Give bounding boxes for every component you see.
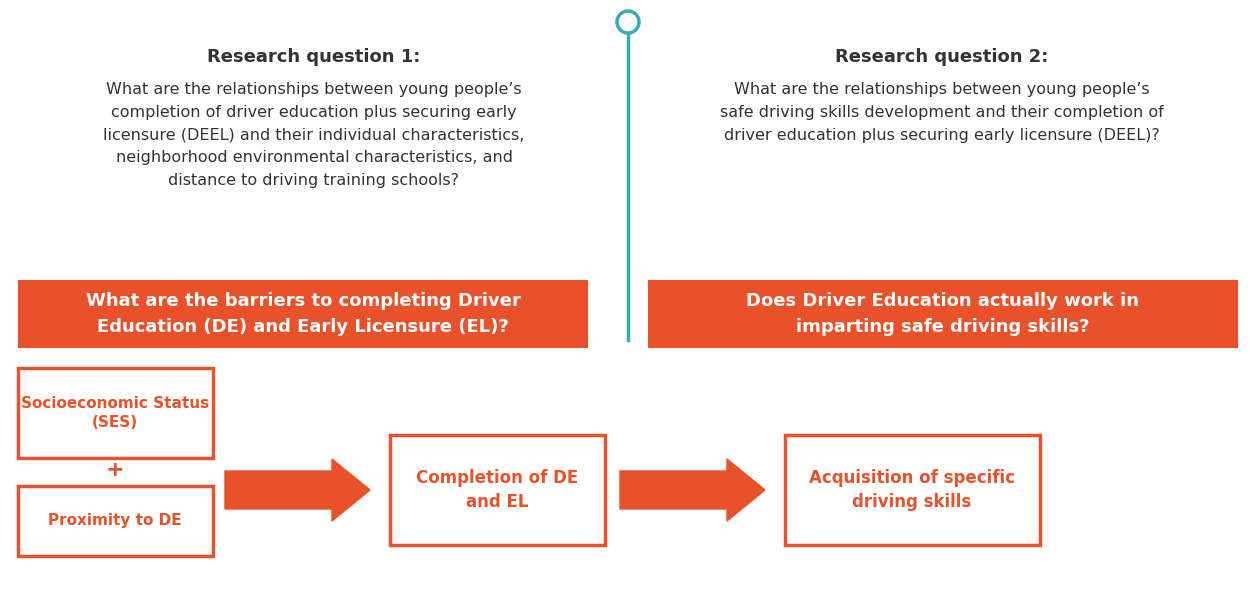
FancyBboxPatch shape — [648, 280, 1238, 348]
Text: Proximity to DE: Proximity to DE — [48, 514, 182, 529]
Text: Research question 2:: Research question 2: — [835, 48, 1049, 66]
FancyArrow shape — [225, 459, 371, 521]
Text: Completion of DE
and EL: Completion of DE and EL — [416, 469, 578, 511]
FancyBboxPatch shape — [18, 280, 588, 348]
FancyBboxPatch shape — [18, 368, 214, 458]
Text: What are the relationships between young people’s
completion of driver education: What are the relationships between young… — [103, 82, 525, 188]
FancyBboxPatch shape — [785, 435, 1040, 545]
FancyBboxPatch shape — [18, 486, 214, 556]
Text: +: + — [106, 460, 124, 480]
FancyBboxPatch shape — [391, 435, 605, 545]
FancyArrow shape — [620, 459, 765, 521]
Text: Research question 1:: Research question 1: — [207, 48, 421, 66]
Text: What are the barriers to completing Driver
Education (DE) and Early Licensure (E: What are the barriers to completing Driv… — [85, 293, 520, 336]
Text: Does Driver Education actually work in
imparting safe driving skills?: Does Driver Education actually work in i… — [746, 293, 1139, 336]
Text: Acquisition of specific
driving skills: Acquisition of specific driving skills — [809, 469, 1015, 511]
Text: What are the relationships between young people’s
safe driving skills developmen: What are the relationships between young… — [720, 82, 1164, 142]
Text: Socioeconomic Status
(SES): Socioeconomic Status (SES) — [21, 396, 208, 430]
